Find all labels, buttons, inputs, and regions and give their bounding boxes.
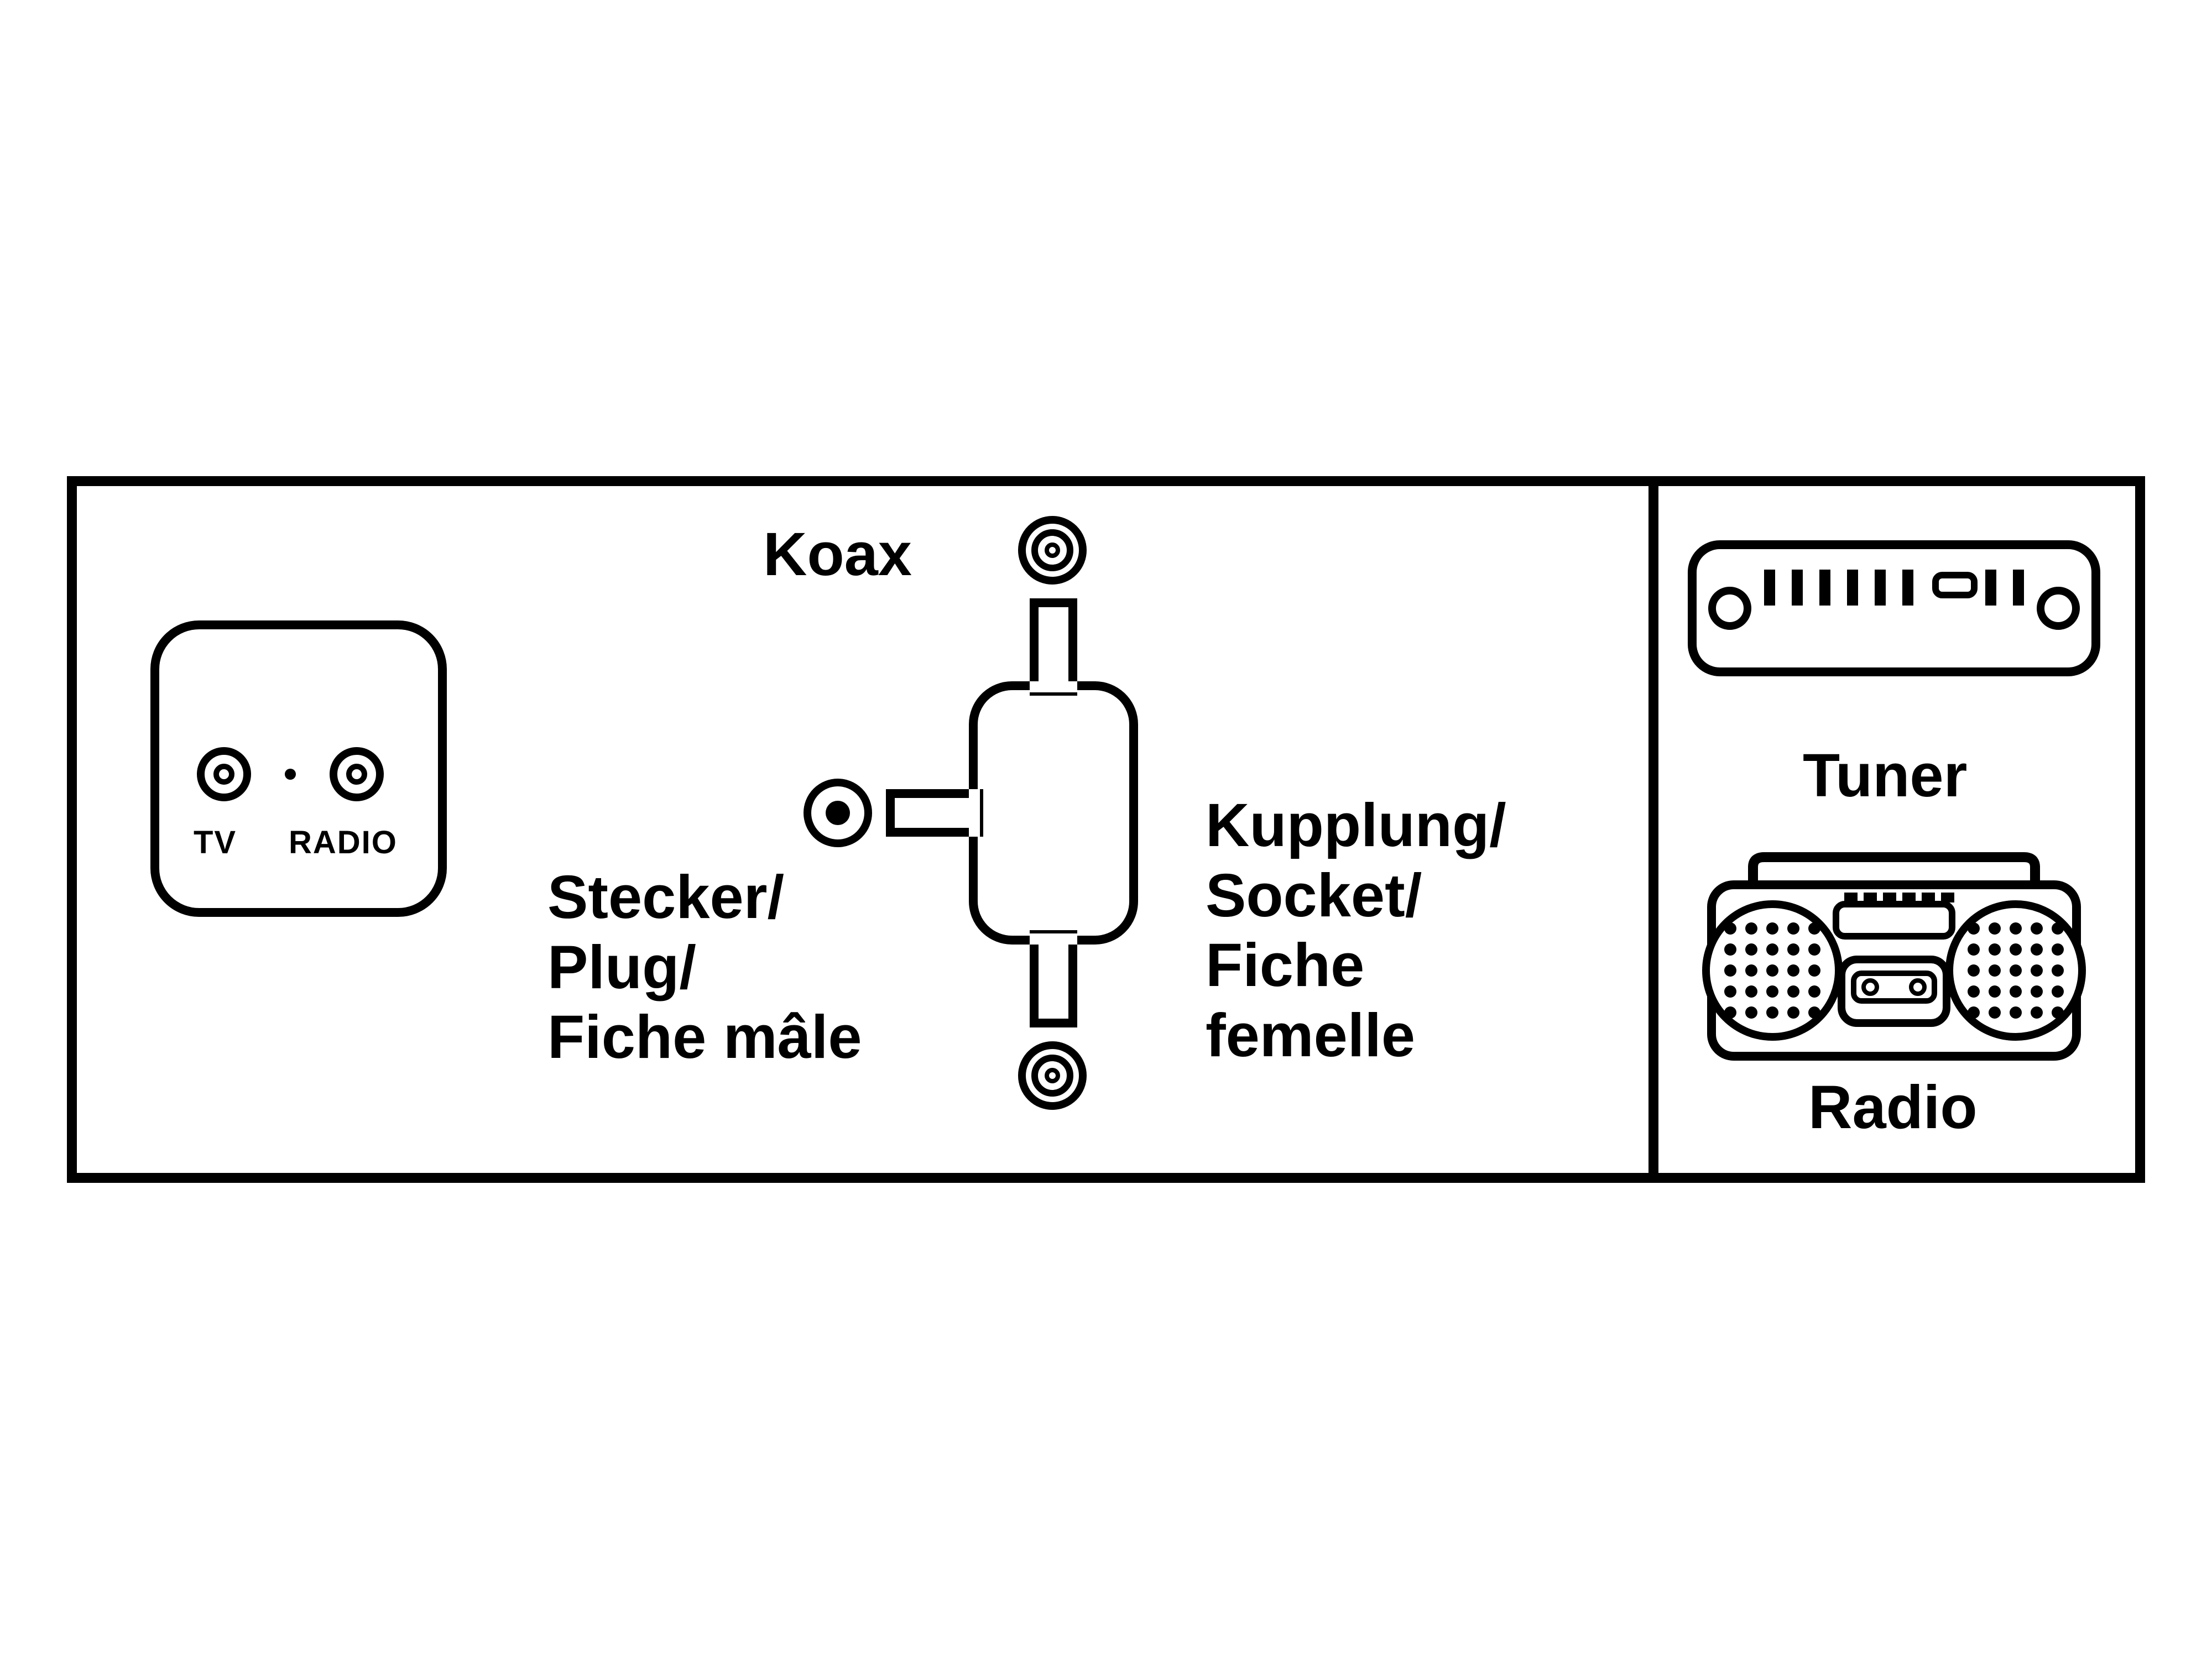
koax-label: Koax bbox=[763, 520, 912, 590]
tuner-label: Tuner bbox=[1803, 741, 1967, 811]
diagram-canvas: Koax Stecker/ Plug/ Fiche mâle Kupplung/… bbox=[0, 0, 2212, 1659]
stecker-label: Stecker/ Plug/ Fiche mâle bbox=[547, 863, 862, 1073]
radio-label: Radio bbox=[1808, 1073, 1978, 1143]
socket-tv-label: TV bbox=[194, 827, 237, 859]
socket-radio-label: RADIO bbox=[289, 827, 398, 859]
kupplung-label: Kupplung/ Socket/ Fiche femelle bbox=[1206, 791, 1506, 1071]
